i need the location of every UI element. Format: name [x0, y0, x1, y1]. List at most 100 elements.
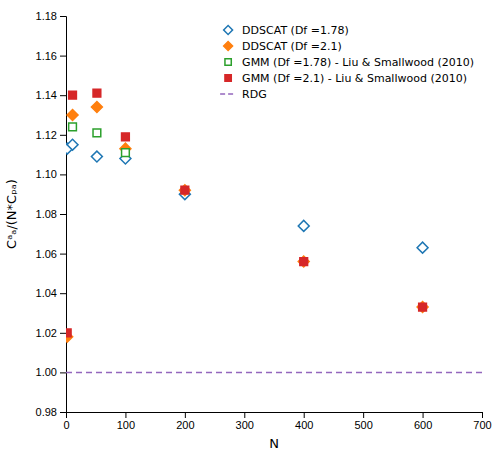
point [91, 102, 102, 113]
tick-mark [244, 412, 245, 418]
tick: 1.06 [36, 248, 66, 260]
tick: 200 [176, 412, 194, 431]
tick-mark [60, 16, 66, 17]
point [298, 256, 309, 267]
tick-label: 1.00 [36, 366, 57, 378]
legend-item: RDG [220, 88, 267, 101]
point [69, 123, 77, 131]
tick-mark [185, 412, 186, 418]
tick-label: 700 [473, 419, 491, 431]
legend-label: RDG [242, 88, 267, 101]
legend-label: GMM (Df =2.1) - Liu & Smallwood (2010) [242, 72, 467, 85]
tick: 700 [473, 412, 491, 431]
tick: 500 [354, 412, 372, 431]
tick-mark [304, 412, 305, 418]
tick: 0.98 [36, 406, 66, 418]
tick-mark [60, 56, 66, 57]
tick: 100 [117, 412, 135, 431]
tick-label: 1.06 [36, 248, 57, 260]
point [122, 133, 130, 141]
tick-label: 400 [295, 419, 313, 431]
tick-label: 1.14 [36, 89, 57, 101]
legend: DDSCAT (Df =1.78) DDSCAT (Df =2.1) GMM (Df… [220, 24, 474, 101]
tick-mark [482, 412, 483, 418]
tick-label: 1.10 [36, 168, 57, 180]
tick-label: 500 [354, 419, 372, 431]
tick: 600 [414, 412, 432, 431]
point [69, 91, 77, 99]
tick-label: 1.04 [36, 287, 57, 299]
legend-label: GMM (Df =1.78) - Liu & Smallwood (2010) [242, 56, 474, 69]
point [67, 110, 78, 121]
tick-mark [60, 293, 66, 294]
marks [66, 89, 482, 372]
tick-label: 300 [236, 419, 254, 431]
point [179, 185, 190, 196]
tick-mark [60, 135, 66, 136]
point [417, 242, 428, 253]
tick-label: 1.12 [36, 129, 57, 141]
tick: 1.16 [36, 50, 66, 62]
point [181, 186, 189, 194]
legend-label: DDSCAT (Df =2.1) [242, 40, 342, 53]
x-axis-title: N [269, 436, 279, 451]
tick: 400 [295, 412, 313, 431]
point [300, 258, 308, 266]
legend-symbol [225, 59, 231, 65]
tick-mark [125, 412, 126, 418]
tick-label: 0.98 [36, 406, 57, 418]
chart: 0 100 200 300 400 500 600 700 0.98 1.00 1.02 1.04 1.… [0, 0, 500, 458]
legend-symbol [224, 26, 233, 35]
x-axis: 0 100 200 300 400 500 600 700 [63, 412, 491, 431]
point [122, 149, 130, 157]
tick-mark [60, 254, 66, 255]
tick: 1.02 [36, 327, 66, 339]
tick-mark [60, 214, 66, 215]
point [91, 151, 102, 162]
tick: 1.14 [36, 89, 66, 101]
tick: 1.10 [36, 168, 66, 180]
tick: 1.08 [36, 208, 66, 220]
point [419, 303, 427, 311]
legend-item: GMM (Df =1.78) - Liu & Smallwood (2010) [225, 56, 474, 69]
legend-item: GMM (Df =2.1) - Liu & Smallwood (2010) [225, 72, 467, 85]
tick-label: 200 [176, 419, 194, 431]
point [66, 329, 71, 337]
tick-mark [60, 372, 66, 373]
legend-item: DDSCAT (Df =1.78) [224, 24, 349, 37]
point [93, 89, 101, 97]
tick-mark [60, 412, 66, 413]
point [67, 139, 78, 150]
y-axis-title: Cᵃₐ/(N*Cₚₐ) [4, 179, 19, 249]
tick-label: 100 [117, 419, 135, 431]
point [298, 220, 309, 231]
tick-mark [60, 174, 66, 175]
tick: 0 [63, 412, 69, 431]
point [417, 302, 428, 313]
axis-line [60, 17, 67, 413]
tick: 300 [236, 412, 254, 431]
y-axis: 0.98 1.00 1.02 1.04 1.06 1.08 1.10 1.12 1.14 1.16… [36, 10, 67, 418]
tick-label: 1.08 [36, 208, 57, 220]
legend-label: DDSCAT (Df =1.78) [242, 24, 349, 37]
tick-label: 1.18 [36, 10, 57, 22]
legend-symbol [224, 42, 233, 51]
axis-line [67, 413, 483, 419]
tick: 1.12 [36, 129, 66, 141]
tick-label: 1.16 [36, 50, 57, 62]
tick-mark [60, 95, 66, 96]
plot-area: 0 100 200 300 400 500 600 700 0.98 1.00 1.02 1.04 1.… [36, 10, 492, 431]
tick-label: 0 [63, 419, 69, 431]
tick: 1.04 [36, 287, 66, 299]
point [93, 129, 101, 137]
tick-label: 600 [414, 419, 432, 431]
tick: 1.00 [36, 366, 66, 378]
reference-line [66, 372, 482, 374]
tick: 1.18 [36, 10, 66, 22]
tick-mark [60, 333, 66, 334]
legend-item: DDSCAT (Df =2.1) [224, 40, 342, 53]
tick-label: 1.02 [36, 327, 57, 339]
tick-mark [363, 412, 364, 418]
legend-symbol [225, 75, 231, 81]
tick-mark [423, 412, 424, 418]
